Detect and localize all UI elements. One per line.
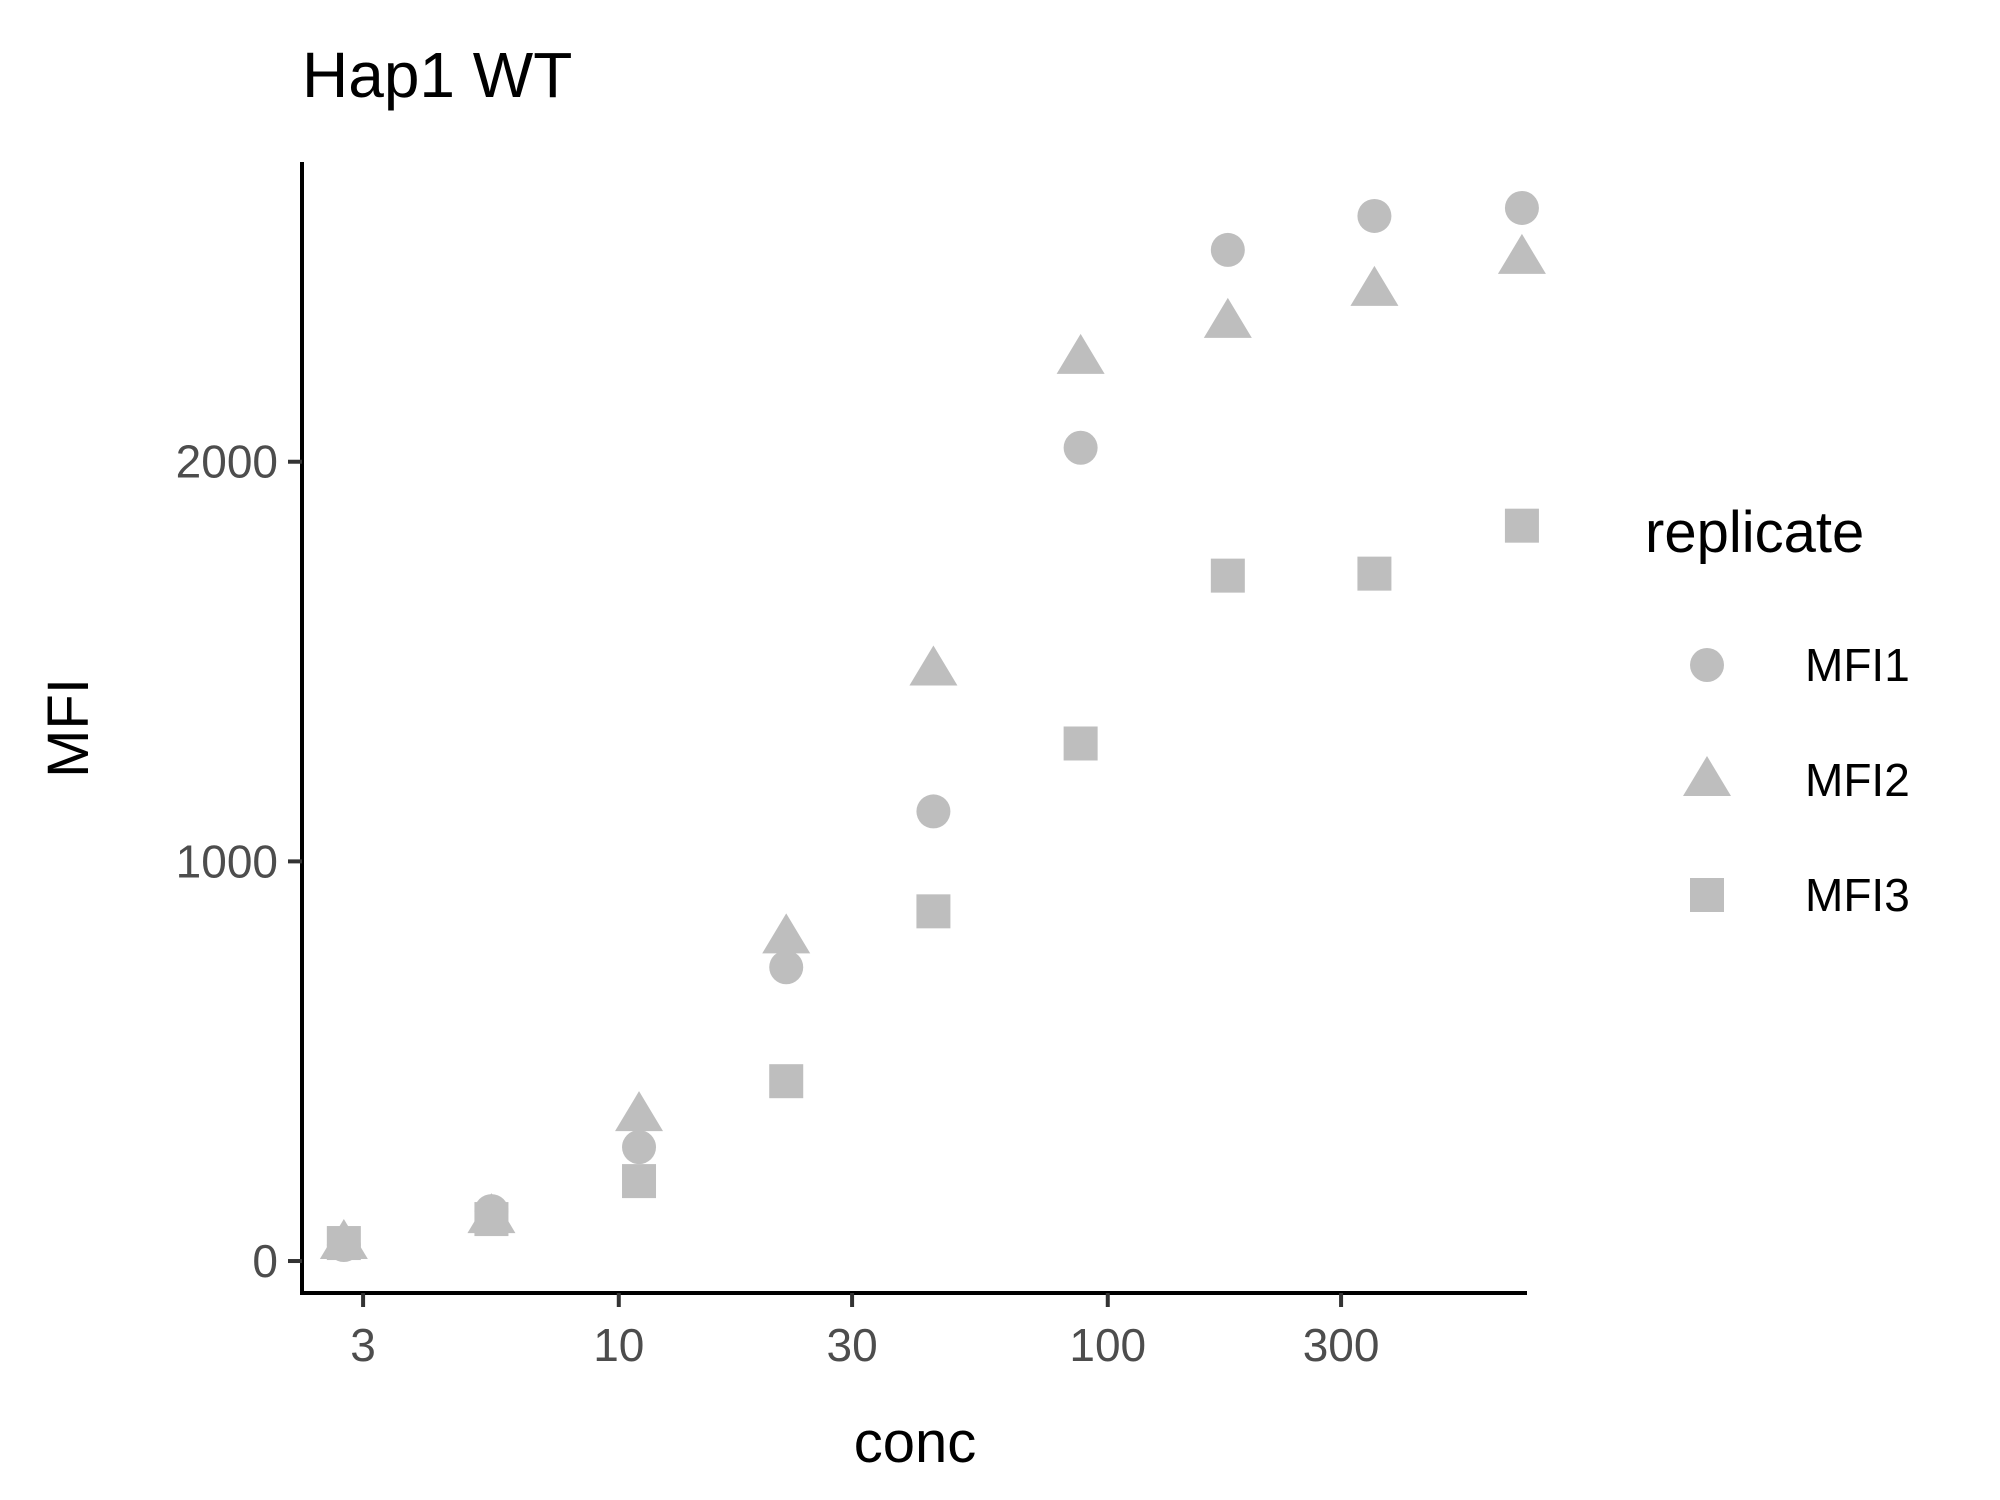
legend-label-mfi1: MFI1 — [1805, 639, 1910, 691]
x-tick-label: 3 — [350, 1319, 376, 1371]
point-mfi3 — [916, 894, 951, 929]
x-axis-ticks: 3 10 30 100 300 — [350, 1293, 1379, 1371]
point-mfi1 — [1210, 232, 1245, 267]
point-mfi2 — [762, 913, 811, 954]
legend-label-mfi3: MFI3 — [1805, 869, 1910, 921]
data-points — [319, 190, 1546, 1263]
legend-items: MFI1 MFI2 MFI3 — [1683, 639, 1910, 921]
y-tick-label: 1000 — [176, 835, 278, 887]
x-axis-title: conc — [854, 1410, 977, 1475]
point-mfi2 — [1056, 333, 1105, 374]
point-mfi3 — [769, 1064, 804, 1099]
y-axis-title: MFI — [36, 678, 101, 778]
y-axis-ticks: 0 1000 2000 — [176, 436, 302, 1287]
point-mfi3 — [1063, 726, 1098, 761]
y-tick-label: 0 — [252, 1235, 278, 1287]
point-mfi1 — [326, 1228, 361, 1263]
legend-label-mfi2: MFI2 — [1805, 754, 1910, 806]
point-mfi2 — [909, 645, 958, 686]
point-mfi1 — [1063, 430, 1098, 465]
point-mfi1 — [474, 1194, 509, 1229]
legend-title: replicate — [1645, 500, 1864, 565]
point-mfi2 — [1350, 265, 1399, 306]
point-mfi3 — [1357, 556, 1392, 591]
point-mfi1 — [916, 794, 951, 829]
point-mfi2 — [615, 1091, 664, 1132]
x-tick-label: 100 — [1069, 1319, 1146, 1371]
chart-title: Hap1 WT — [302, 39, 572, 111]
point-mfi1 — [769, 950, 804, 985]
point-mfi2 — [1203, 297, 1252, 338]
legend: replicate MFI1 MFI2 MFI3 — [1645, 500, 1910, 921]
point-mfi3 — [1210, 558, 1245, 593]
x-tick-label: 10 — [593, 1319, 644, 1371]
y-tick-label: 2000 — [176, 436, 278, 488]
point-mfi1 — [1504, 190, 1539, 225]
legend-key-mfi3 — [1690, 878, 1724, 912]
x-tick-label: 300 — [1303, 1319, 1380, 1371]
point-mfi3 — [1504, 508, 1539, 543]
x-tick-label: 30 — [827, 1319, 878, 1371]
point-mfi3 — [622, 1164, 657, 1199]
point-mfi2 — [1497, 233, 1546, 274]
plot-area: 0 1000 2000 3 10 30 100 300 — [176, 162, 1546, 1371]
legend-key-mfi2 — [1683, 756, 1731, 796]
legend-key-mfi1 — [1690, 648, 1724, 682]
point-mfi1 — [1357, 198, 1392, 233]
point-mfi1 — [622, 1130, 657, 1165]
